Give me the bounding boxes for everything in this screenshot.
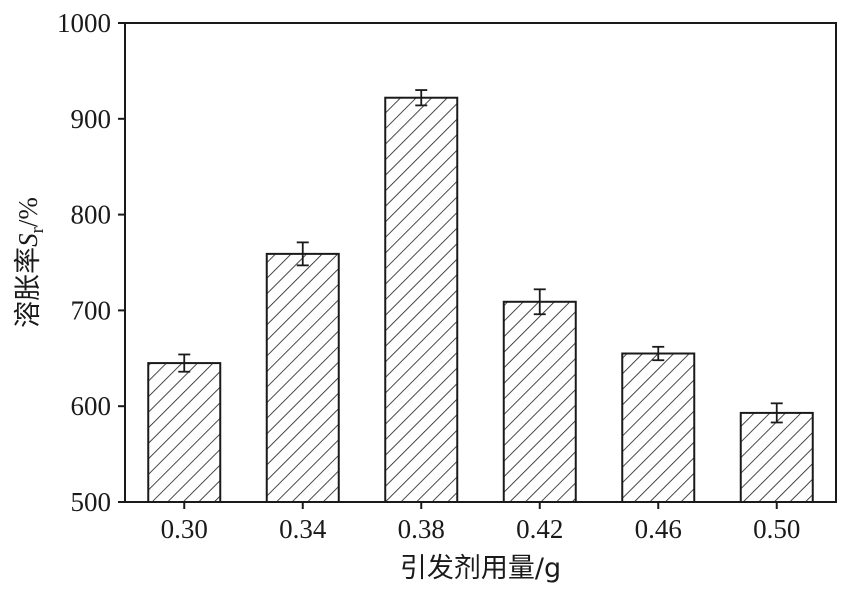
y-tick-label-800: 800: [71, 200, 112, 230]
x-tick-label-0.42: 0.42: [516, 514, 563, 544]
bar-0.50: [739, 411, 814, 504]
y-axis-title-symbol: S: [13, 233, 43, 247]
y-axis-title-main: 溶胀率: [13, 247, 44, 328]
bar-0.34: [265, 252, 340, 503]
y-tick-label-900: 900: [71, 104, 112, 134]
x-tick-label-0.46: 0.46: [635, 514, 682, 544]
y-axis-title-unit: /%: [13, 197, 43, 227]
y-axis: 500 600 700 800 900 1000: [57, 8, 125, 517]
error-bars-layer: [178, 89, 783, 424]
bar-0.38: [384, 96, 459, 503]
bar-0.42: [502, 300, 577, 504]
y-tick-label-700: 700: [71, 295, 112, 325]
x-tick-label-0.50: 0.50: [753, 514, 800, 544]
y-tick-label-1000: 1000: [57, 8, 111, 38]
error-bar-0.34: [296, 241, 309, 267]
x-tick-label-0.38: 0.38: [398, 514, 445, 544]
x-axis-title: 引发剂用量/g: [400, 553, 561, 584]
y-tick-label-500: 500: [71, 487, 112, 517]
x-tick-label-0.34: 0.34: [279, 514, 327, 544]
x-tick-label-0.30: 0.30: [161, 514, 208, 544]
y-axis-title: 溶胀率Sr/%: [13, 197, 48, 328]
plot-frame: [124, 22, 837, 503]
error-bar-0.38: [415, 89, 428, 107]
error-bar-0.42: [533, 288, 546, 316]
bar-0.46: [621, 352, 696, 504]
x-axis: 0.30 0.34 0.38 0.42 0.46 0.50: [161, 502, 800, 544]
error-bar-0.50: [770, 402, 783, 424]
bars-layer: [147, 96, 814, 504]
y-axis-title-subscript: r: [27, 226, 48, 233]
error-bar-0.30: [178, 353, 191, 373]
bar-0.30: [147, 362, 222, 503]
y-tick-label-600: 600: [71, 391, 112, 421]
error-bar-0.46: [652, 345, 665, 362]
